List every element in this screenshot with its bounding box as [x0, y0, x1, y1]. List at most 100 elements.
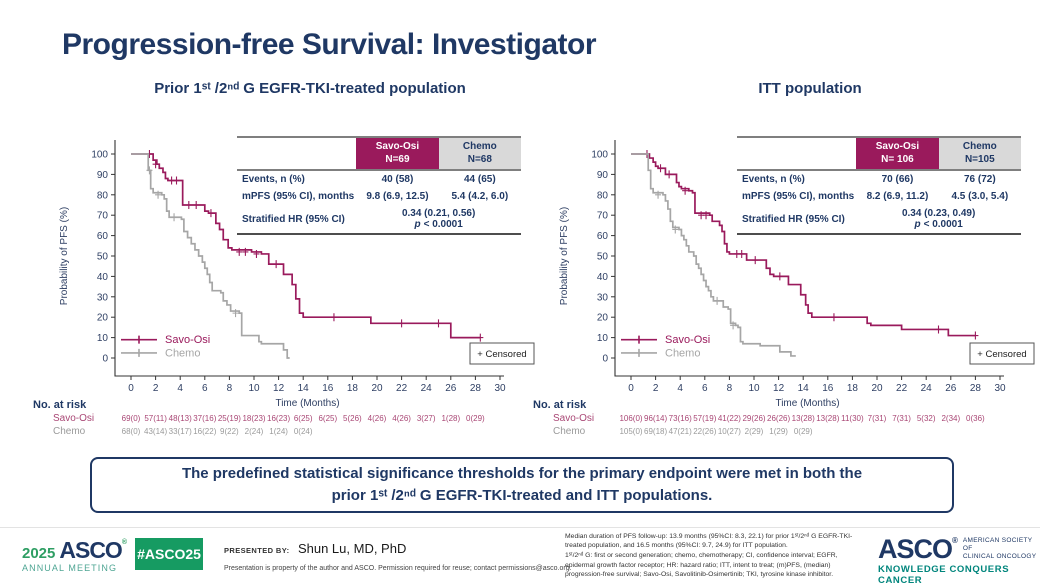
- svg-text:26: 26: [445, 383, 457, 394]
- banner-line-2: prior 1ˢᵗ /2ⁿᵈ G EGFR-TKI-treated and IT…: [331, 487, 713, 504]
- svg-text:30: 30: [994, 383, 1006, 394]
- svg-text:22(26): 22(26): [693, 427, 716, 436]
- svg-text:0: 0: [602, 354, 608, 365]
- svg-text:60: 60: [97, 231, 109, 242]
- footnotes: Median duration of PFS follow-up: 13.9 m…: [565, 532, 867, 580]
- svg-text:10: 10: [248, 383, 260, 394]
- svg-text:Savo-Osi: Savo-Osi: [165, 334, 210, 346]
- svg-text:43(14): 43(14): [144, 427, 167, 436]
- svg-text:7(31): 7(31): [868, 414, 887, 423]
- km-chart-wrap-right: 0 10 20 30 40 50 60 70 80 90 100 0 2 4 6 8 10 12 14 16 18 20 2…: [525, 110, 1040, 446]
- svg-text:0(24): 0(24): [294, 427, 313, 436]
- svg-text:2: 2: [653, 383, 659, 394]
- page-title: Progression-free Survival: Investigator: [62, 28, 597, 61]
- svg-text:80: 80: [97, 190, 109, 201]
- svg-text:+ Censored: + Censored: [977, 349, 1026, 360]
- svg-text:4(26): 4(26): [392, 414, 411, 423]
- stats-row-mpfs: mPFS (95% CI), months 8.2 (6.9, 11.2) 4.…: [742, 191, 1009, 202]
- svg-text:Probability of PFS (%): Probability of PFS (%): [59, 207, 70, 305]
- stats-col-chemo: Chemo N=68: [438, 137, 521, 171]
- svg-text:40: 40: [97, 272, 109, 283]
- panel-prior-tki: Prior 1ˢᵗ /2ⁿᵈ G EGFR-TKI-treated popula…: [25, 80, 540, 450]
- presented-by-block: PRESENTED BY: Shun Lu, MD, PhD Presentat…: [224, 540, 572, 572]
- footnote-followup: Median duration of PFS follow-up: 13.9 m…: [565, 533, 853, 550]
- svg-text:2: 2: [153, 383, 159, 394]
- svg-text:10(27): 10(27): [718, 427, 741, 436]
- svg-text:12: 12: [773, 383, 785, 394]
- svg-text:20: 20: [597, 313, 609, 324]
- stats-blank-cell: [237, 137, 357, 171]
- svg-text:106(0): 106(0): [619, 414, 642, 423]
- svg-text:2(29): 2(29): [745, 427, 764, 436]
- svg-text:1(29): 1(29): [769, 427, 788, 436]
- asco-annual-meeting-logo: 2025 ASCO® ANNUAL MEETING: [22, 537, 127, 574]
- svg-text:90: 90: [97, 170, 109, 181]
- stats-blank-cell: [737, 137, 857, 171]
- svg-text:Chemo: Chemo: [665, 347, 700, 359]
- svg-text:0(29): 0(29): [466, 414, 485, 423]
- stats-col-savo-osi: Savo-Osi N= 106: [856, 137, 939, 171]
- hr-value: 0.34 (0.21, 0.56): [401, 208, 476, 219]
- svg-text:16: 16: [822, 383, 834, 394]
- svg-text:100: 100: [91, 150, 108, 161]
- stats-row-events: Events, n (%) 70 (66) 76 (72): [742, 174, 996, 185]
- svg-text:57(11): 57(11): [144, 414, 167, 423]
- svg-text:50: 50: [97, 252, 109, 263]
- svg-text:30: 30: [97, 292, 109, 303]
- stats-table-left: Savo-Osi N=69 Chemo N=68 Events, n (%) 4…: [237, 136, 521, 235]
- svg-text:96(14): 96(14): [644, 414, 667, 423]
- svg-text:Chemo: Chemo: [53, 426, 86, 437]
- svg-text:28: 28: [970, 383, 982, 394]
- svg-text:90: 90: [597, 170, 609, 181]
- svg-text:14: 14: [298, 383, 310, 394]
- svg-text:14: 14: [798, 383, 810, 394]
- svg-text:8: 8: [727, 383, 733, 394]
- km-chart-wrap-left: 0 10 20 30 40 50 60 70 80 90 100 0 2 4 6 8 10 12 14 16 18 20 2…: [25, 110, 540, 446]
- svg-text:57(19): 57(19): [693, 414, 716, 423]
- svg-text:33(17): 33(17): [169, 427, 192, 436]
- svg-text:18: 18: [347, 383, 359, 394]
- svg-text:4: 4: [677, 383, 683, 394]
- svg-text:16(22): 16(22): [193, 427, 216, 436]
- svg-text:20: 20: [871, 383, 883, 394]
- svg-text:0(29): 0(29): [794, 427, 813, 436]
- svg-text:20: 20: [97, 313, 109, 324]
- svg-text:1(28): 1(28): [441, 414, 460, 423]
- stats-col-savo-osi: Savo-Osi N=69: [356, 137, 439, 171]
- svg-text:Time (Months): Time (Months): [275, 398, 339, 409]
- svg-text:70: 70: [97, 211, 109, 222]
- svg-text:Savo-Osi: Savo-Osi: [53, 413, 94, 424]
- svg-text:5(26): 5(26): [343, 414, 362, 423]
- svg-text:30: 30: [597, 292, 609, 303]
- svg-text:10: 10: [597, 333, 609, 344]
- stats-row-mpfs: mPFS (95% CI), months 9.8 (6.9, 12.5) 5.…: [242, 191, 509, 202]
- svg-text:No. at risk: No. at risk: [33, 399, 87, 411]
- p-value: p < 0.0001: [414, 219, 463, 230]
- svg-text:80: 80: [597, 190, 609, 201]
- svg-text:24: 24: [421, 383, 433, 394]
- svg-text:No. at risk: No. at risk: [533, 399, 587, 411]
- svg-text:73(16): 73(16): [669, 414, 692, 423]
- svg-text:Time (Months): Time (Months): [775, 398, 839, 409]
- svg-text:48(13): 48(13): [169, 414, 192, 423]
- svg-text:12: 12: [273, 383, 285, 394]
- svg-text:26: 26: [945, 383, 957, 394]
- svg-text:8: 8: [227, 383, 233, 394]
- svg-text:1(24): 1(24): [269, 427, 288, 436]
- svg-text:5(32): 5(32): [917, 414, 936, 423]
- banner-line-1: The predefined statistical significance …: [181, 465, 863, 483]
- svg-text:Chemo: Chemo: [553, 426, 586, 437]
- svg-text:4(26): 4(26): [368, 414, 387, 423]
- svg-text:Savo-Osi: Savo-Osi: [665, 334, 710, 346]
- presenter-name: Shun Lu, MD, PhD: [297, 541, 407, 556]
- svg-text:70: 70: [597, 211, 609, 222]
- svg-text:0(36): 0(36): [966, 414, 985, 423]
- svg-text:6(25): 6(25): [294, 414, 313, 423]
- svg-text:40: 40: [597, 272, 609, 283]
- svg-text:13(28): 13(28): [792, 414, 815, 423]
- panel-title-itt: ITT population: [758, 80, 862, 97]
- svg-text:47(21): 47(21): [669, 427, 692, 436]
- svg-text:69(18): 69(18): [644, 427, 667, 436]
